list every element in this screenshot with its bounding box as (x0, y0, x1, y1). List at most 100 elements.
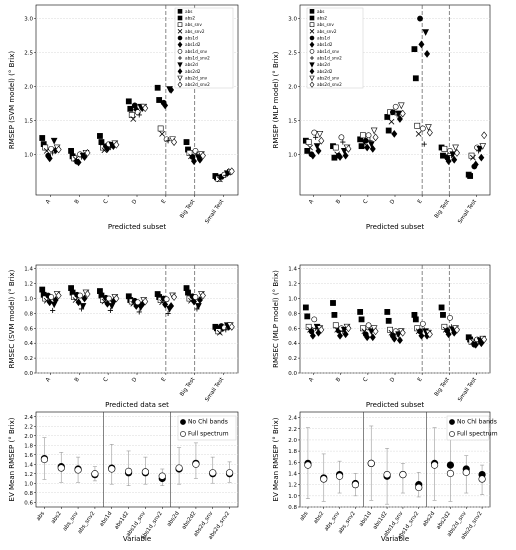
data-point (107, 307, 113, 314)
legend-label: abs2d2 (185, 69, 201, 74)
data-point (368, 141, 375, 148)
data-point (476, 145, 484, 153)
data-point (392, 103, 399, 110)
chart-panel-middle-right: 0.0 0.2 0.4 0.6 0.8 1.0 1.2 1.4 A B C D E Big Test Sma… (272, 264, 491, 409)
legend-label: abs2d (317, 62, 330, 67)
data-point (438, 304, 445, 311)
x-tick-label: abs1d2 (372, 511, 389, 531)
x-tick-label: C (362, 377, 369, 384)
plot-area (35, 264, 239, 374)
data-point (383, 470, 391, 479)
y-tick-label: 0.6 (288, 326, 297, 332)
data-point (364, 333, 371, 342)
x-tick-label: C (362, 199, 369, 206)
data-point (391, 130, 398, 138)
data-point (454, 325, 460, 334)
data-point (426, 330, 433, 339)
y-tick-label: 1.4 (288, 267, 297, 273)
data-point (351, 481, 360, 489)
x-tick-label: abs2d (422, 511, 437, 528)
data-point (156, 97, 163, 103)
data-point (478, 153, 485, 162)
legend-marker (309, 15, 315, 21)
y-tick-label: 1.5 (288, 118, 297, 124)
x-tick-label: D (389, 377, 396, 384)
legend-marker (309, 75, 315, 82)
legend-label: Full spectrum (188, 431, 229, 438)
y-tick-label: 3.0 (24, 17, 33, 23)
y-tick-label: 0.4 (24, 341, 33, 347)
data-point (46, 154, 53, 163)
y-tick-label: 0.0 (24, 371, 33, 377)
legend-marker (309, 9, 315, 14)
data-point (441, 323, 448, 330)
legend-marker (309, 29, 315, 34)
data-point (372, 327, 379, 336)
data-point (165, 138, 171, 144)
data-point (77, 292, 83, 299)
data-point (124, 467, 133, 475)
data-point (415, 131, 422, 137)
data-point (81, 294, 88, 303)
y-tick-label: 2.0 (288, 84, 297, 90)
y-axis-label: EV Mean RMSEP (° Brix) (8, 417, 16, 501)
y-tick-label: 1.2 (288, 483, 297, 489)
data-point (84, 290, 91, 298)
chart-panel-top-right: 1.0 1.5 2.0 2.5 3.0 A B C D E Big Test Small Test Pr… (272, 4, 491, 231)
data-point (304, 461, 312, 469)
data-point (340, 326, 348, 334)
x-tick-label: abs2d2 (181, 511, 198, 531)
data-point (369, 144, 376, 153)
data-point (305, 139, 312, 145)
data-point (55, 291, 62, 300)
data-point (441, 145, 448, 152)
x-tick-label: Big Test (434, 198, 452, 220)
data-point (55, 145, 62, 154)
legend-marker (177, 29, 183, 34)
y-tick-label: 1.5 (24, 118, 33, 124)
data-point (223, 327, 229, 333)
x-tick-label: abs1d (99, 511, 114, 528)
data-point (307, 144, 313, 151)
data-point (313, 134, 319, 140)
legend-marker (180, 431, 186, 437)
legend-marker (449, 419, 455, 425)
data-point (57, 464, 65, 472)
x-tick-label: A (308, 199, 315, 206)
data-point (340, 147, 348, 155)
x-tick-label: B (335, 377, 342, 384)
legend-label: abs1d2 (317, 42, 333, 47)
data-point (48, 294, 55, 300)
data-point (345, 144, 352, 153)
y-tick-label: 1.2 (24, 472, 33, 478)
data-point (421, 141, 427, 147)
data-point (388, 118, 395, 125)
chart-panel-top-left: 1.0 1.5 2.0 2.5 3.0 A B C D E Big Test Small Test Pr… (8, 4, 239, 231)
data-point (192, 460, 200, 468)
data-point (228, 167, 235, 176)
data-point (340, 139, 346, 145)
data-point (360, 325, 366, 332)
y-tick-label: 2.4 (24, 415, 33, 421)
data-point (98, 139, 105, 145)
data-point (171, 293, 178, 301)
y-tick-label: 3.0 (288, 17, 297, 23)
x-tick-label: Small Test (457, 198, 478, 225)
data-point (472, 160, 479, 169)
y-tick-label: 1.0 (288, 297, 297, 303)
data-point (162, 101, 169, 110)
data-point (196, 296, 203, 304)
data-point (468, 152, 475, 159)
data-point (365, 322, 372, 329)
data-point (142, 104, 149, 113)
y-tick-label: 1.0 (24, 481, 33, 487)
x-tick-label: E (161, 376, 168, 383)
data-point (168, 85, 175, 94)
legend-label: abs1d (317, 36, 330, 41)
y-tick-label: 1.0 (24, 152, 33, 158)
data-point (412, 316, 419, 323)
y-axis-label: RMSEC (MLP model) (° Brix) (272, 270, 280, 368)
data-point (75, 158, 82, 167)
y-tick-label: 1.4 (288, 471, 297, 477)
